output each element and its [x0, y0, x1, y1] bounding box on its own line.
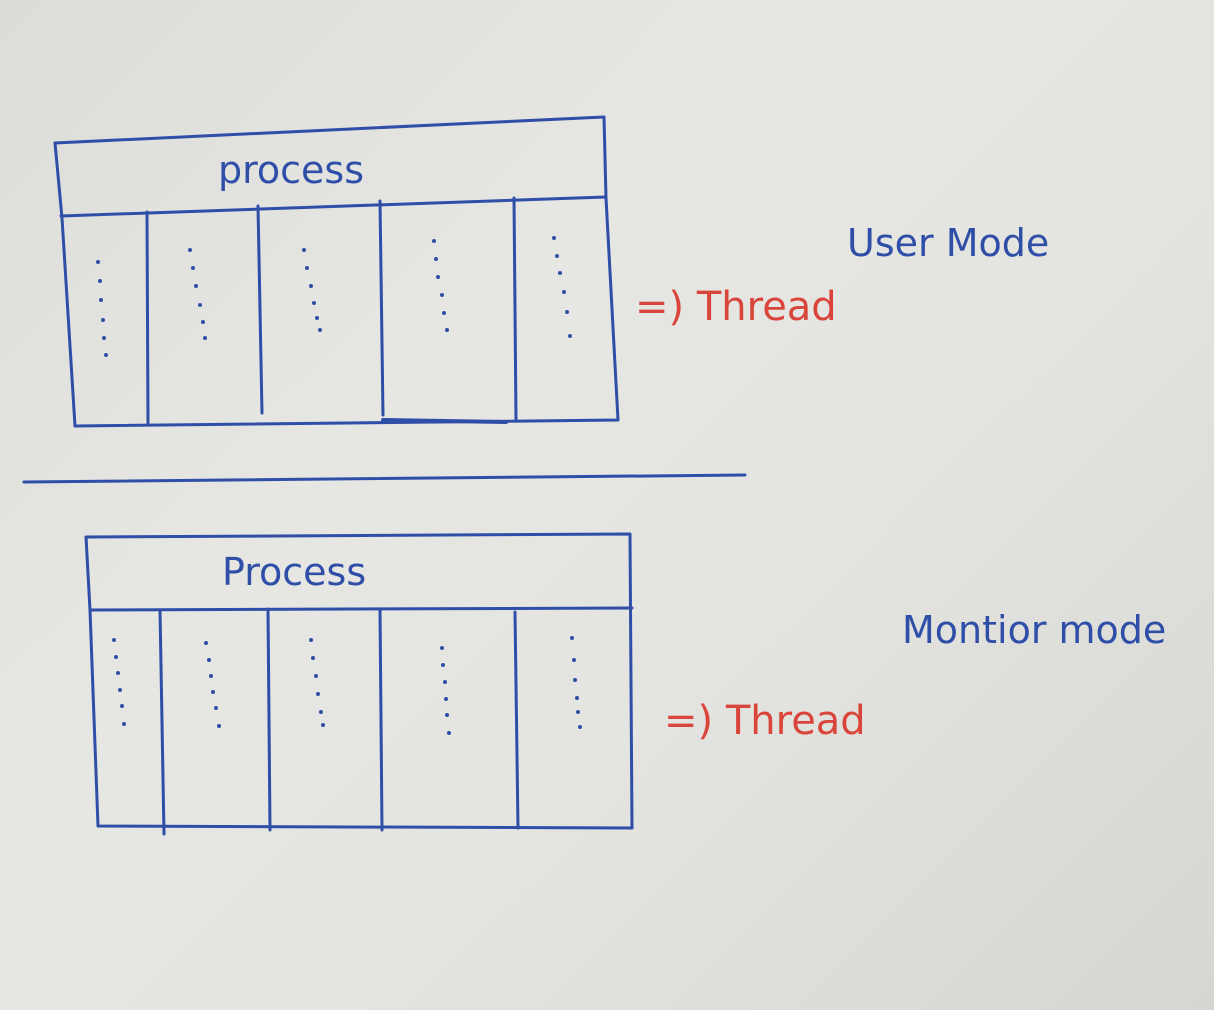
- top-process-bottom-edge: [381, 418, 508, 424]
- top-thread-dots-2: [188, 248, 207, 340]
- top-process-header-divider: [59, 195, 608, 218]
- top-thread-dots-1: [96, 260, 108, 357]
- bottom-thread-divider: [266, 607, 272, 832]
- bottom-thread-dots-1: [112, 638, 126, 726]
- top-thread-label: =) Thread: [635, 284, 837, 330]
- top-process-box: process: [53, 115, 620, 428]
- bottom-thread-divider: [158, 608, 166, 836]
- top-thread-divider: [378, 199, 385, 417]
- bottom-thread-label: =) Thread: [664, 698, 866, 744]
- bottom-thread-dots-5: [570, 636, 582, 729]
- top-thread-divider: [256, 204, 264, 415]
- bottom-thread-dots-2: [204, 641, 221, 728]
- mode-separator-line: [22, 473, 747, 484]
- top-process-label: process: [218, 148, 364, 192]
- top-thread-dots-3: [302, 248, 322, 332]
- bottom-process-outline: [84, 532, 634, 830]
- bottom-thread-divider: [513, 610, 520, 830]
- bottom-process-box: Process: [84, 532, 634, 836]
- bottom-process-label: Process: [222, 550, 366, 594]
- monitor-mode-label: Montior mode: [902, 608, 1166, 652]
- bottom-process-header-divider: [88, 606, 634, 612]
- bottom-thread-dots-4: [440, 646, 451, 735]
- top-thread-dots-5: [552, 236, 572, 338]
- bottom-thread-divider: [378, 607, 384, 832]
- user-mode-label: User Mode: [847, 221, 1049, 265]
- top-thread-dots-4: [432, 239, 449, 332]
- top-thread-divider: [512, 196, 518, 422]
- bottom-thread-dots-3: [309, 638, 325, 727]
- top-thread-divider: [145, 210, 150, 426]
- top-process-outline: [53, 115, 620, 428]
